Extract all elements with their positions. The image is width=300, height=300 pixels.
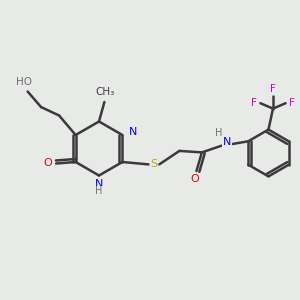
- Text: F: F: [251, 98, 257, 108]
- Text: O: O: [190, 174, 199, 184]
- Text: N: N: [223, 136, 231, 147]
- Text: O: O: [44, 158, 52, 169]
- Text: S: S: [150, 159, 158, 170]
- Text: HO: HO: [16, 77, 32, 87]
- Text: F: F: [270, 84, 276, 94]
- Text: F: F: [289, 98, 295, 108]
- Text: H: H: [215, 128, 223, 139]
- Text: N: N: [129, 127, 137, 137]
- Text: N: N: [95, 178, 103, 189]
- Text: H: H: [95, 186, 103, 196]
- Text: CH₃: CH₃: [95, 87, 115, 97]
